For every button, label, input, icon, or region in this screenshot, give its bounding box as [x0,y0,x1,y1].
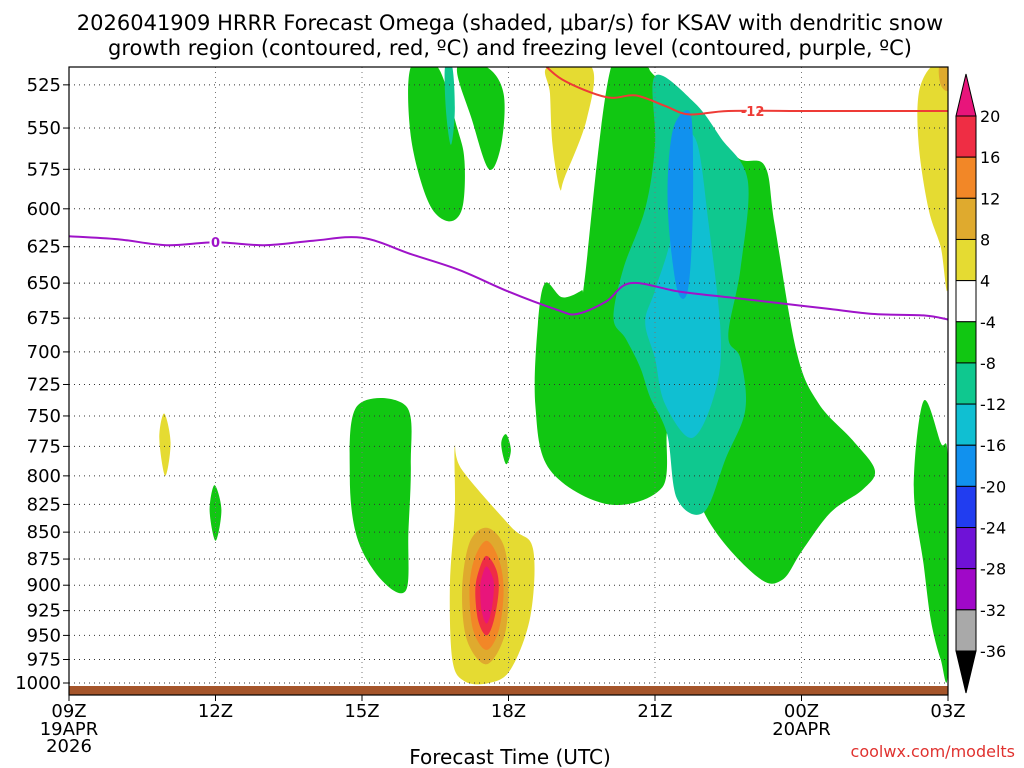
y-tick-label-975: 975 [27,650,61,671]
omega-region-18 [917,67,948,292]
plot-area: -12 0 [69,67,948,695]
chart-title-line-1: 2026041909 HRRR Forecast Omega (shaded, … [77,11,943,35]
x-tick-label-18Z: 18Z [491,701,526,722]
x-tick-label-03Z: 03Z [930,701,965,722]
y-tick-label-575: 575 [27,159,61,180]
y-tick-label-700: 700 [27,342,61,363]
chart-title-line-2: growth region (contoured, red, ºC) and f… [108,36,912,60]
omega-region-0 [408,67,465,222]
colorbar-bin-11 [955,568,977,611]
x-date-label-1-0: 20APR [772,719,831,740]
axes: 525 550 575 600 625 650 675 700 725 750 775 800 825 8… [15,66,966,757]
colorbar-bin-9 [955,485,977,529]
colorbar-label-9: -20 [980,477,1006,496]
y-tick-label-675: 675 [27,308,61,329]
x-tick-label-12Z: 12Z [198,701,233,722]
colorbar-label-4: 4 [980,272,990,291]
ground-surface [69,686,948,695]
colorbar-label-13: -36 [980,642,1006,661]
colorbar-label-6: -8 [980,354,996,373]
y-tick-label-875: 875 [27,549,61,570]
colorbar-bin-6 [955,362,977,405]
contour-label-bg-1 [209,234,222,251]
colorbar-label-10: -24 [980,519,1006,538]
y-tick-label-750: 750 [27,406,61,427]
y-tick-label-625: 625 [27,237,61,258]
x-tick-label-21Z: 21Z [637,701,672,722]
y-tick-label-850: 850 [27,522,61,543]
colorbar: 20 16 12 8 4 -4 -8 -12 -16 -20 -24 -28 -32 -36 [955,73,1006,694]
omega-region-2 [444,67,455,145]
omega-region-6 [159,413,171,476]
colorbar-label-1: 16 [980,148,1000,167]
plot-content: -12 0 [69,67,948,695]
colorbar-bottom-arrow [955,650,977,694]
colorbar-label-3: 8 [980,230,990,249]
colorbar-bin-5 [955,321,977,364]
colorbar-bin-1 [955,156,977,199]
colorbar-label-7: -12 [980,395,1006,414]
contour-line-1 [69,235,948,321]
colorbar-top-arrow [955,73,977,117]
omega-region-14 [913,400,948,683]
colorbar-label-2: 12 [980,189,1000,208]
contour-label-bg-0 [746,103,759,120]
omega-region-19 [938,67,948,92]
y-tick-label-925: 925 [27,601,61,622]
colorbar-bin-3 [955,238,977,282]
y-tick-label-1000: 1000 [15,673,61,694]
y-tick-label-950: 950 [27,625,61,646]
x-date-label-0-0: 19APR [40,719,99,740]
x-tick-label-00Z: 00Z [784,701,819,722]
y-tick-label-775: 775 [27,436,61,457]
colorbar-bin-0 [955,115,977,158]
colorbar-label-11: -28 [980,560,1006,579]
y-tick-label-600: 600 [27,199,61,220]
colorbar-label-5: -4 [980,313,996,332]
omega-region-3 [544,67,595,191]
x-tick-label-09Z: 09Z [51,701,86,722]
x-date-label-0-1: 2026 [46,736,92,757]
colorbar-bin-4 [955,280,977,323]
colorbar-bin-12 [955,609,977,652]
colorbar-label-8: -16 [980,436,1006,455]
omega-region-1 [456,67,505,170]
watermark: coolwx.com/modelts [851,742,1015,761]
omega-region-4 [349,397,412,594]
omega-region-17 [667,110,694,299]
contour-label-0: -12 [741,105,765,120]
y-tick-label-725: 725 [27,374,61,395]
y-tick-label-825: 825 [27,494,61,515]
x-axis-label: Forecast Time (UTC) [409,745,611,768]
colorbar-label-12: -32 [980,601,1006,620]
contour-label-1: 0 [211,236,220,251]
colorbar-label-0: 20 [980,107,1000,126]
colorbar-bin-7 [955,403,977,446]
colorbar-bin-2 [955,197,977,240]
omega-region-12 [480,566,494,624]
contour-line-0 [545,67,948,116]
y-tick-label-900: 900 [27,575,61,596]
y-tick-label-550: 550 [27,118,61,139]
colorbar-bin-8 [955,444,977,487]
y-tick-label-800: 800 [27,466,61,487]
colorbar-bin-10 [955,527,977,570]
omega-region-5 [501,434,511,465]
x-tick-label-15Z: 15Z [344,701,379,722]
y-tick-label-650: 650 [27,273,61,294]
y-tick-label-525: 525 [27,75,61,96]
